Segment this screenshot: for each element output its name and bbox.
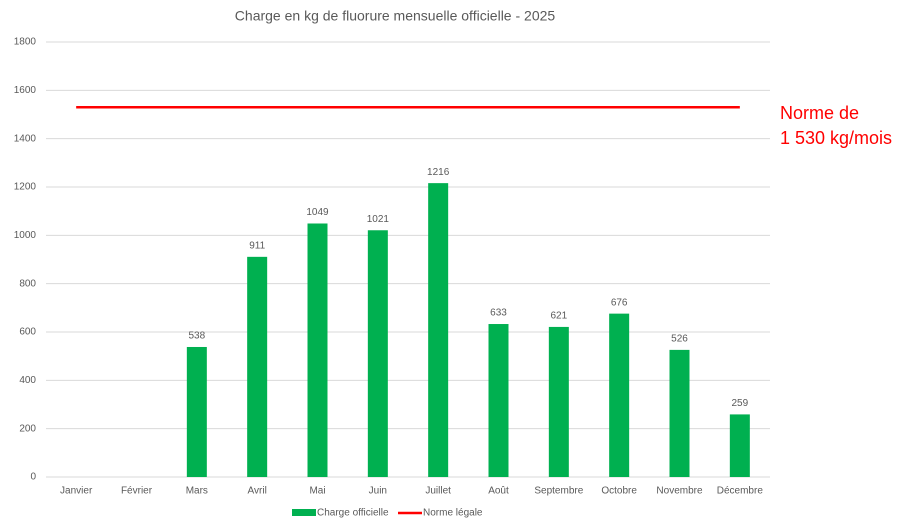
data-label: 621	[550, 311, 567, 322]
x-tick-label: Mai	[309, 486, 325, 497]
data-label: 1021	[367, 214, 390, 225]
bar	[247, 256, 268, 477]
x-tick-label: Septembre	[534, 486, 583, 497]
data-label: 676	[611, 297, 628, 308]
bar	[488, 324, 509, 477]
y-tick-label: 1800	[14, 37, 37, 48]
data-label: 538	[188, 331, 205, 342]
x-tick-label: Juin	[369, 486, 387, 497]
x-tick-label: Mars	[186, 486, 208, 497]
annotation: 1 530 kg/mois	[780, 128, 892, 148]
x-tick-label: Janvier	[60, 486, 93, 497]
bar	[669, 349, 690, 477]
x-tick-label: Avril	[248, 486, 267, 497]
data-label: 1049	[306, 207, 329, 218]
bar	[186, 346, 207, 477]
y-tick-label: 1000	[14, 230, 37, 241]
x-tick-label: Février	[121, 486, 153, 497]
y-tick-label: 1400	[14, 133, 37, 144]
data-label: 911	[249, 240, 265, 251]
y-tick-label: 200	[19, 423, 36, 434]
y-tick-label: 1200	[14, 182, 37, 193]
data-label: 633	[490, 308, 507, 319]
x-tick-label: Octobre	[601, 486, 637, 497]
annotation: Norme de	[780, 103, 859, 123]
x-tick-label: Août	[488, 486, 509, 497]
data-label: 526	[671, 334, 688, 345]
y-tick-label: 0	[30, 472, 36, 483]
bar	[729, 414, 750, 477]
x-tick-label: Juillet	[425, 486, 451, 497]
bar	[367, 230, 388, 477]
bar	[609, 313, 630, 477]
y-tick-label: 800	[19, 278, 36, 289]
data-label: 259	[731, 398, 748, 409]
bar	[428, 183, 449, 477]
data-label: 1216	[427, 167, 450, 178]
legend-swatch	[292, 509, 316, 516]
y-tick-label: 400	[19, 375, 36, 386]
y-tick-label: 600	[19, 327, 36, 338]
chart-title: Charge en kg de fluorure mensuelle offic…	[235, 8, 556, 24]
y-tick-label: 1600	[14, 85, 37, 96]
x-tick-label: Novembre	[656, 486, 703, 497]
bar	[307, 223, 328, 477]
bar	[548, 326, 569, 477]
x-tick-label: Décembre	[717, 486, 764, 497]
legend-label: Norme légale	[423, 508, 483, 519]
legend-label: Charge officielle	[317, 508, 389, 519]
